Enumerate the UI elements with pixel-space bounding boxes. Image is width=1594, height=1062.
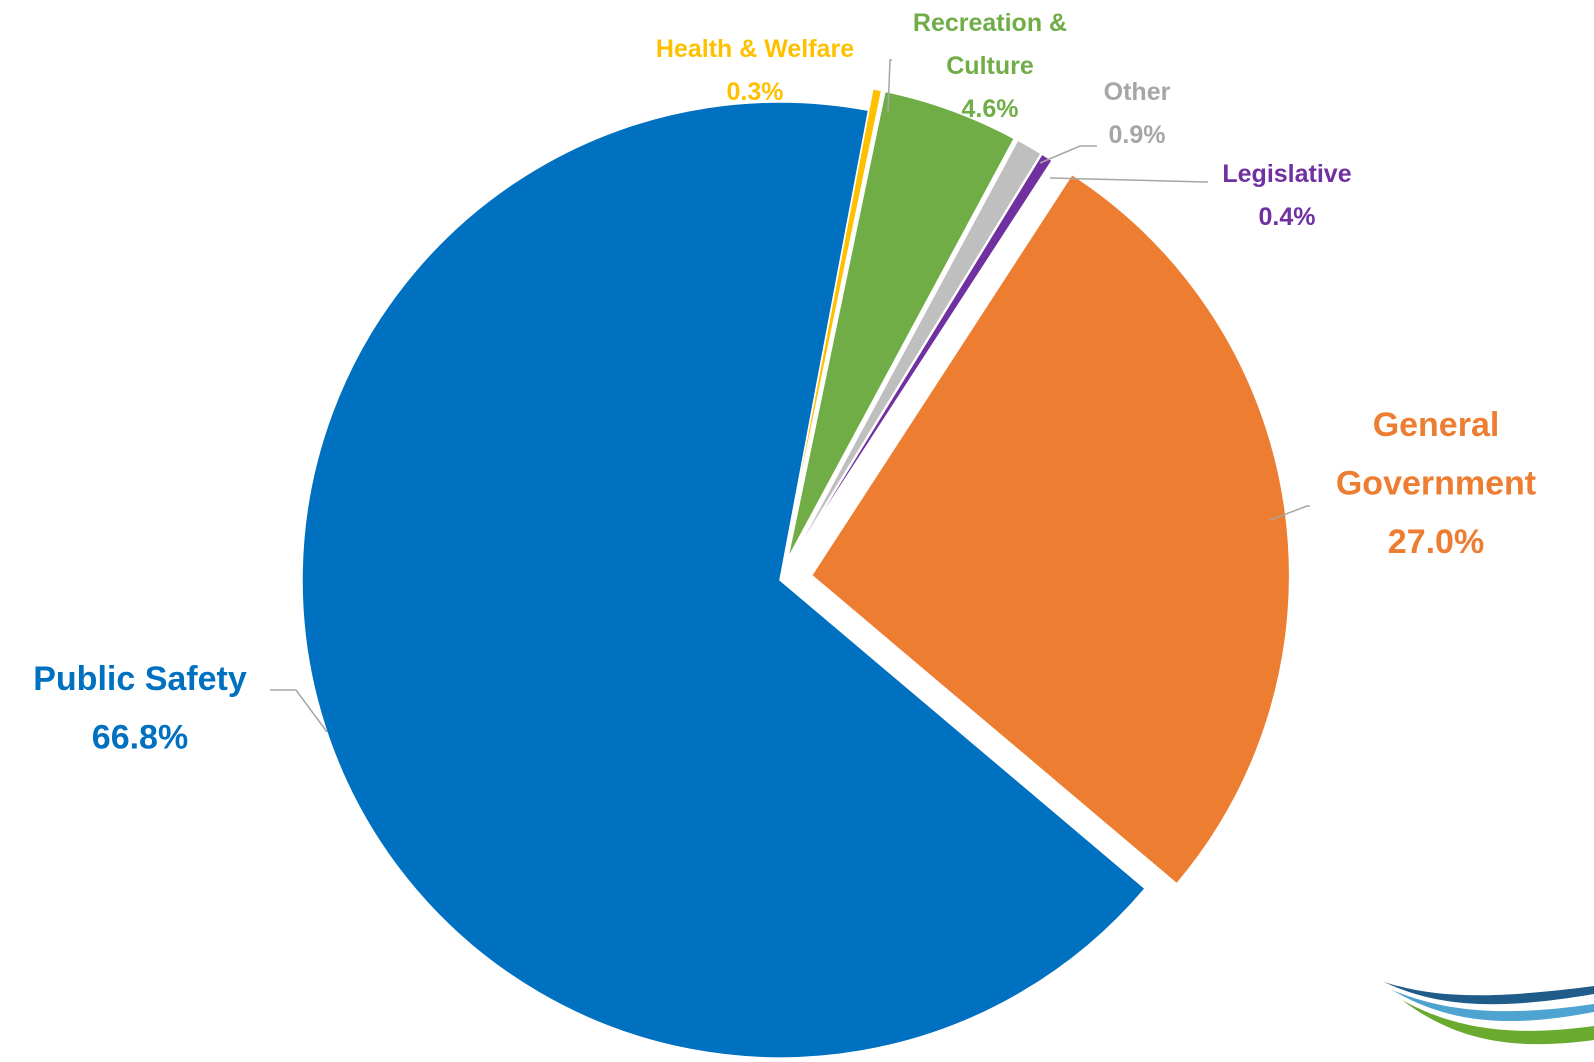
pie-slice-health-welfare	[783, 87, 883, 559]
slice-name-legislative-line-1: Legislative	[1222, 160, 1351, 188]
slice-label-recreation-culture: Recreation & Culture 4.6%	[913, 9, 1067, 123]
pie-slice-other	[790, 139, 1043, 562]
slice-value-recreation-culture: 4.6%	[962, 95, 1019, 123]
logo-swoosh	[1384, 982, 1594, 1045]
leader-line-public-safety	[270, 689, 328, 733]
logo-swoosh-stroke-3	[1402, 1000, 1594, 1045]
pie-slices	[301, 87, 1291, 1059]
slice-value-legislative: 0.4%	[1259, 203, 1316, 231]
slice-name-other-line-1: Other	[1104, 78, 1171, 106]
slice-label-health-welfare: Health & Welfare 0.3%	[656, 35, 854, 106]
pie-slice-general-government	[810, 173, 1291, 885]
leader-line-health-welfare	[887, 59, 892, 113]
slice-name-recreation-culture-line-1: Recreation &	[913, 9, 1067, 37]
leader-line-other	[1039, 145, 1097, 164]
slice-label-general-government: General Government 27.0%	[1336, 406, 1536, 561]
slice-name-public-safety-line-1: Public Safety	[33, 660, 247, 698]
logo-swoosh-stroke-2	[1392, 990, 1594, 1022]
leader-lines	[270, 59, 1310, 733]
slice-value-other: 0.9%	[1109, 121, 1166, 149]
logo-swoosh-stroke-1	[1384, 982, 1594, 1005]
slice-labels: General Government 27.0% Public Safety 66.8%…	[33, 9, 1536, 756]
leader-line-general-government	[1269, 505, 1310, 521]
pie-slice-legislative	[791, 153, 1054, 562]
slice-name-health-welfare-line-1: Health & Welfare	[656, 35, 854, 63]
slice-name-general-government-line-1: General	[1373, 406, 1500, 444]
slice-value-health-welfare: 0.3%	[727, 78, 784, 106]
slice-label-public-safety: Public Safety 66.8%	[33, 660, 247, 756]
pie-slice-public-safety	[301, 101, 1147, 1059]
slice-name-general-government-line-2: Government	[1336, 464, 1536, 502]
slice-value-general-government: 27.0%	[1388, 523, 1484, 561]
slice-label-legislative: Legislative 0.4%	[1222, 160, 1351, 231]
slice-label-other: Other 0.9%	[1104, 78, 1171, 149]
pie-slice-recreation-culture	[786, 90, 1016, 560]
slice-name-recreation-culture-line-2: Culture	[946, 52, 1034, 80]
slice-value-public-safety: 66.8%	[92, 718, 188, 756]
leader-line-legislative	[1049, 177, 1208, 183]
